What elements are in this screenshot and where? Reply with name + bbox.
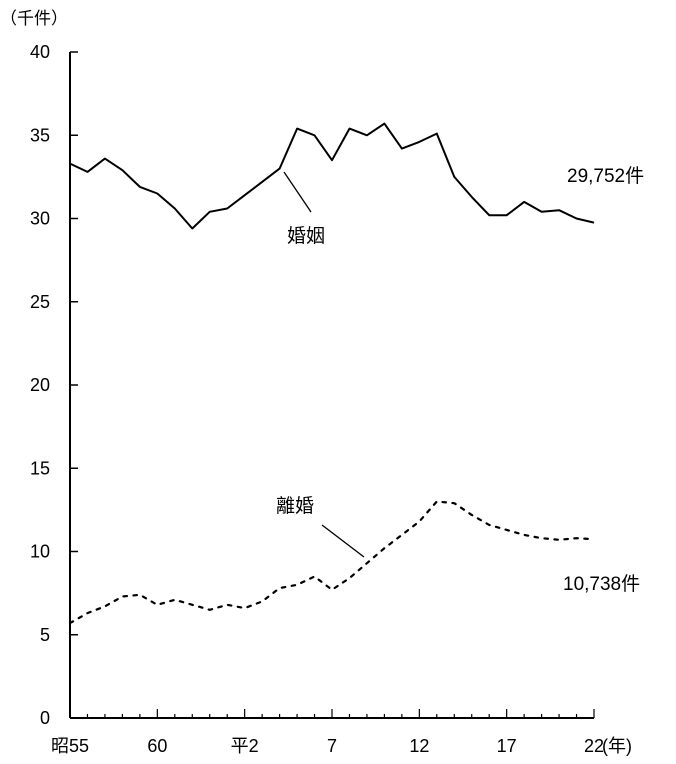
divorce-leader-line	[321, 524, 365, 558]
x-unit-label: (年)	[602, 736, 632, 756]
y-axis: 0 5 10 15 20 25 30 35 40	[30, 42, 78, 728]
x-tick-label: 昭55	[51, 736, 89, 756]
marriage-leader-line	[283, 171, 312, 213]
y-tick-label: 5	[40, 625, 50, 645]
series-layer	[68, 122, 596, 625]
marriage-series-label: 婚姻	[287, 225, 325, 247]
x-tick-label: 7	[327, 736, 337, 756]
x-tick-label: 17	[497, 736, 517, 756]
divorce-end-value-label: 10,738件	[563, 573, 640, 595]
y-unit-label: （千件）	[0, 9, 68, 28]
x-tick-label: 22	[584, 736, 604, 756]
x-tick-label: 60	[147, 736, 167, 756]
divorce-series-label: 離婚	[276, 495, 314, 517]
y-tick-label: 40	[30, 42, 50, 62]
y-tick-label: 30	[30, 209, 50, 229]
y-tick-label: 35	[30, 125, 50, 145]
y-tick-label: 25	[30, 292, 50, 312]
y-tick-label: 10	[30, 542, 50, 562]
marriage-end-value-label: 29,752件	[567, 165, 644, 187]
y-tick-label: 0	[40, 708, 50, 728]
series-line-1	[68, 500, 596, 625]
x-tick-label: 平2	[231, 736, 259, 756]
x-axis: 昭55 60 平2 7 12 17 22	[51, 709, 604, 756]
series-line-0	[69, 122, 595, 230]
y-tick-label: 15	[30, 458, 50, 478]
y-tick-label: 20	[30, 375, 50, 395]
x-tick-label: 12	[409, 736, 429, 756]
